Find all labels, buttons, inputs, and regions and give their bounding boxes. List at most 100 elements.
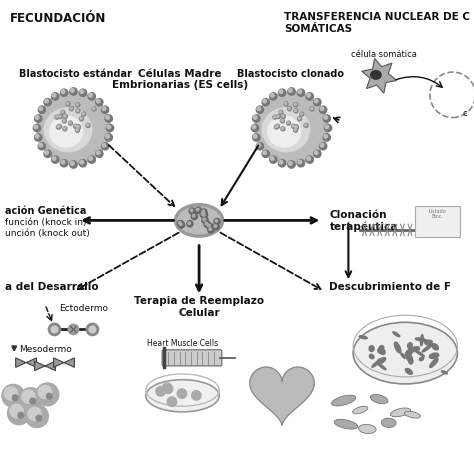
Text: FECUNDACIÓN: FECUNDACIÓN [9,12,106,25]
Ellipse shape [370,394,388,404]
Circle shape [73,124,78,128]
Circle shape [203,218,206,221]
Circle shape [80,118,82,119]
Circle shape [2,384,25,407]
Circle shape [106,135,109,138]
Circle shape [22,390,35,403]
Ellipse shape [146,380,219,412]
Circle shape [77,126,79,127]
Circle shape [191,391,201,400]
Circle shape [63,114,67,118]
Circle shape [277,115,279,117]
Circle shape [66,102,70,106]
Ellipse shape [369,346,374,351]
Circle shape [56,125,60,129]
Circle shape [35,116,39,119]
Ellipse shape [416,351,424,356]
Circle shape [34,125,38,129]
Circle shape [51,326,58,333]
Circle shape [61,160,65,164]
Circle shape [281,114,285,118]
Circle shape [61,110,65,114]
Circle shape [89,93,92,97]
Circle shape [52,93,59,100]
Circle shape [44,99,51,106]
Circle shape [89,326,96,333]
Ellipse shape [393,332,400,337]
Circle shape [39,107,43,110]
Circle shape [38,106,46,113]
Circle shape [295,109,296,111]
Circle shape [319,143,327,150]
Circle shape [89,157,92,160]
Ellipse shape [255,91,328,164]
Circle shape [189,208,195,214]
Circle shape [270,93,274,97]
Text: Listado
Bioc.: Listado Bioc. [428,209,446,219]
Circle shape [79,89,87,96]
Circle shape [74,125,76,127]
Ellipse shape [405,349,413,356]
Circle shape [294,103,296,105]
Circle shape [292,125,294,127]
Circle shape [35,134,42,141]
Circle shape [282,128,283,129]
Circle shape [179,221,181,224]
Circle shape [8,402,30,425]
Ellipse shape [408,343,412,348]
Ellipse shape [174,204,224,237]
Circle shape [52,156,59,163]
Ellipse shape [372,362,378,367]
Text: Descubrimiento de F: Descubrimiento de F [329,282,451,292]
Circle shape [69,122,71,124]
Circle shape [205,222,208,225]
Circle shape [325,125,329,129]
Circle shape [92,107,96,111]
Circle shape [281,119,283,121]
Text: célula somática: célula somática [351,50,417,59]
Circle shape [64,115,66,117]
Text: función (knock in): función (knock in) [5,219,86,227]
Text: c: c [462,109,467,118]
Circle shape [297,160,305,167]
Circle shape [64,115,65,117]
Circle shape [96,99,100,103]
Circle shape [256,106,264,113]
Circle shape [96,151,100,155]
Circle shape [295,126,297,127]
Circle shape [79,160,87,167]
Text: a del Desarrollo: a del Desarrollo [5,282,99,292]
Ellipse shape [268,116,301,147]
Circle shape [289,162,292,165]
Circle shape [190,209,193,212]
Circle shape [18,412,24,418]
Circle shape [207,223,213,229]
Polygon shape [35,361,55,371]
Circle shape [75,128,80,132]
Circle shape [288,161,295,168]
Ellipse shape [407,356,412,361]
Circle shape [76,126,81,129]
Circle shape [35,135,39,138]
Circle shape [202,217,208,223]
Circle shape [323,115,330,122]
Circle shape [76,129,78,131]
Circle shape [282,115,284,117]
Ellipse shape [262,108,310,152]
Circle shape [298,118,300,119]
Text: Blastocisto clonado: Blastocisto clonado [237,69,344,79]
Circle shape [46,393,52,399]
Circle shape [192,214,195,217]
Circle shape [63,119,66,123]
Circle shape [306,156,313,163]
Circle shape [70,107,73,111]
Ellipse shape [359,336,367,339]
Circle shape [284,102,288,106]
Circle shape [281,127,285,131]
Circle shape [38,143,46,150]
Circle shape [275,126,277,128]
Circle shape [209,228,211,230]
Circle shape [288,107,292,111]
Circle shape [285,102,287,104]
Circle shape [55,115,59,119]
